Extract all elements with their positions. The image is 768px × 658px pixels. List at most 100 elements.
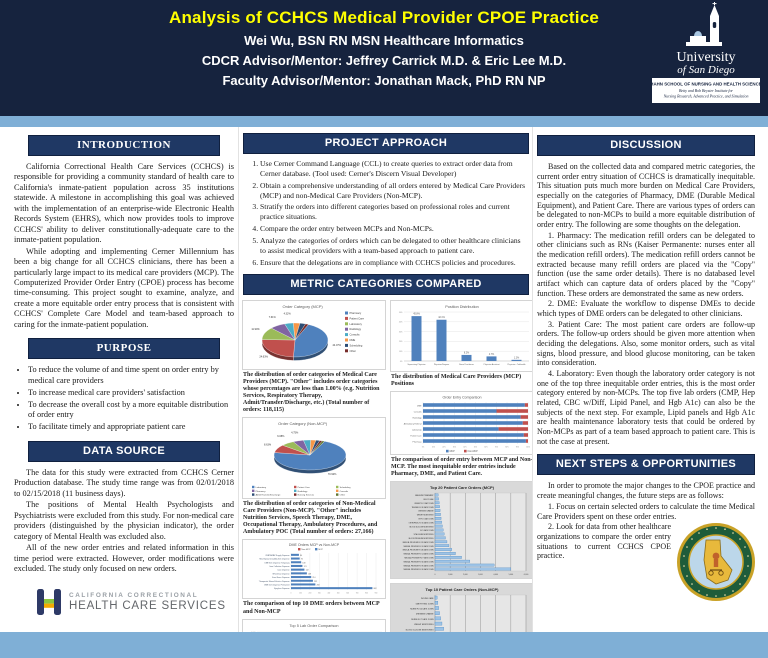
cchcs-logo-line-1: CALIFORNIA CORRECTIONAL (69, 592, 199, 600)
svg-text:Cane Dispense: Cane Dispense (277, 570, 289, 572)
svg-text:Ambulatory Referral: Ambulatory Referral (404, 422, 422, 425)
svg-text:400: 400 (327, 593, 330, 595)
introduction-paragraph-2: While adopting and implementing Cerner M… (14, 246, 234, 329)
svg-text:Laboratory: Laboratory (412, 428, 422, 431)
middle-column: PROJECT APPROACH Use Cerner Command Lang… (240, 127, 532, 632)
discussion-paragraph: Based on the collected data and compared… (537, 162, 755, 230)
svg-text:100%: 100% (526, 446, 531, 448)
svg-text:30%: 30% (399, 331, 403, 333)
usd-institute-2: Nursing Research, Advanced Practice, and… (663, 95, 749, 100)
svg-text:142: 142 (306, 570, 309, 572)
chart-order-category-mcp: Order Category (MCP) 44.07% 24.63% 11.90% 7.… (242, 299, 386, 370)
svg-text:45.8%: 45.8% (413, 313, 420, 315)
metrics-left-subcolumn: Order Category (MCP) 44.07% 24.63% 11.90% 7.… (242, 299, 386, 632)
introduction-paragraph-1: California Correctional Health Care Serv… (14, 162, 234, 245)
svg-text:Position Distribution: Position Distribution (445, 305, 479, 309)
svg-text:108: 108 (302, 563, 305, 565)
caption-dme-orders: The comparison of top 10 DME orders betw… (243, 601, 380, 615)
svg-text:MEDICAL PROVIDER FU 180 DAYS 1: MEDICAL PROVIDER FU 180 DAYS 15 MIN (403, 549, 434, 552)
svg-text:ER FU 1 DAY 15 MIN: ER FU 1 DAY 15 MIN (419, 517, 434, 520)
svg-text:CPAP/BiPAP Supply Dispense: CPAP/BiPAP Supply Dispense (265, 554, 289, 557)
column-divider-left (238, 127, 239, 632)
usd-logo: University of San Diego HAHN SCHOOL OF N… (650, 2, 762, 103)
svg-text:20%: 20% (399, 341, 403, 343)
svg-text:2,000: 2,000 (463, 574, 468, 576)
svg-text:232: 232 (314, 581, 317, 583)
svg-text:44.07%: 44.07% (332, 344, 341, 347)
right-column: DISCUSSION Based on the collected data a… (534, 127, 758, 632)
usd-wordmark-1: University (676, 50, 735, 65)
svg-text:4.75%: 4.75% (291, 432, 299, 435)
usd-church-icon (686, 2, 722, 46)
svg-text:WEIGHT MONITORING: WEIGHT MONITORING (414, 624, 434, 626)
svg-text:50%: 50% (399, 311, 403, 313)
svg-text:Scheduling: Scheduling (340, 487, 352, 489)
svg-text:Misc/Special Durability Item D: Misc/Special Durability Item Dispense (259, 558, 289, 561)
svg-text:DRESSING CHANGE: DRESSING CHANGE (416, 613, 434, 616)
svg-text:Top 5 Lab Order Comparison: Top 5 Lab Order Comparison (290, 624, 339, 628)
data-source-paragraph-2: The positions of Mental Health Psycholog… (14, 500, 234, 541)
svg-text:Wheelchair Dispense: Wheelchair Dispense (273, 574, 290, 576)
next-steps-body: In order to promote the major changes to… (534, 481, 758, 604)
section-data-source: DATA SOURCE (28, 440, 220, 462)
svg-text:MCP: MCP (450, 451, 456, 453)
svg-text:Consults: Consults (350, 332, 361, 336)
svg-text:60%: 60% (484, 446, 488, 448)
svg-text:DME Item Dispense Temporary: DME Item Dispense Temporary (265, 562, 290, 565)
svg-text:6.2%: 6.2% (464, 352, 469, 354)
svg-text:MEDICAL PROVIDER FU 30 DAYS 15: MEDICAL PROVIDER FU 30 DAYS 15 MIN (404, 568, 434, 571)
svg-text:Order Category (Non-MCP): Order Category (Non-MCP) (278, 421, 328, 426)
svg-text:200: 200 (309, 593, 312, 595)
svg-text:10%: 10% (399, 351, 403, 353)
approach-item: Ensure that the delegations are in compl… (260, 258, 526, 268)
svg-text:FU 5 DAYS 15 MIN: FU 5 DAYS 15 MIN (420, 529, 433, 532)
chart-order-entry-comparison: Order Entry Comparison 0% 10% 20% 30% 40% 50% 6… (390, 390, 532, 455)
svg-text:NEBULIZER TREATMENT: NEBULIZER TREATMENT (415, 494, 433, 497)
svg-text:Eyeglass Dispense: Eyeglass Dispense (274, 589, 289, 591)
svg-text:121: 121 (304, 566, 307, 568)
svg-text:VITAL SIGNS MONITORING: VITAL SIGNS MONITORING (414, 533, 435, 536)
svg-text:8.63%: 8.63% (264, 443, 272, 446)
svg-text:Radiology: Radiology (298, 491, 309, 493)
svg-text:Top 20 Patient Care Orders (MC: Top 20 Patient Care Orders (MCP) (430, 485, 495, 490)
chart-lab-order-comparison: Top 5 Lab Order Comparison05001,0001,500… (242, 618, 386, 632)
svg-text:Item Collection Dispense: Item Collection Dispense (270, 565, 290, 568)
svg-text:20%: 20% (442, 446, 446, 448)
svg-text:1.2%: 1.2% (514, 357, 519, 359)
svg-text:Physician - Telehealth: Physician - Telehealth (508, 363, 526, 366)
faculty-advisor-line: Faculty Advisor/Mentor: Jonathan Mack, P… (222, 73, 546, 88)
svg-text:3,000: 3,000 (478, 574, 483, 576)
caption-order-category-nonmcp: The distribution of order categories of … (243, 501, 378, 536)
svg-text:4.7%: 4.7% (489, 353, 494, 355)
svg-text:Laboratory: Laboratory (256, 486, 267, 489)
svg-text:DME: DME (417, 405, 422, 407)
cchcs-logo-line-2: HEALTH CARE SERVICES (69, 600, 226, 613)
svg-text:30%: 30% (453, 446, 457, 448)
bottom-accent-band (0, 632, 768, 658)
caption-order-category-mcp: The distribution of order categories of … (243, 371, 380, 413)
svg-text:Nursing Services: Nursing Services (298, 494, 315, 497)
project-approach-list: Use Cerner Command Language (CCL) to cre… (242, 159, 526, 268)
svg-text:Consults: Consults (414, 410, 422, 413)
svg-text:10%: 10% (432, 446, 436, 448)
svg-text:Order Entry Comparison: Order Entry Comparison (443, 395, 482, 399)
chart-dme-orders: DME Orders MCP vs Non-MCP Non-MCP MCP 0 100 2… (242, 539, 386, 600)
poster-header: Analysis of CCHCS Medical Provider CPOE … (0, 0, 768, 116)
svg-text:100: 100 (299, 593, 302, 595)
svg-text:Pharmacy: Pharmacy (412, 441, 421, 443)
cchcs-logo-text: CALIFORNIA CORRECTIONAL HEALTH CARE SERV… (69, 592, 226, 612)
svg-text:Radiology: Radiology (350, 327, 362, 331)
svg-text:6.08%: 6.08% (277, 435, 285, 438)
approach-item: Compare the order entry between MCPs and… (260, 224, 526, 234)
svg-text:600: 600 (346, 593, 349, 595)
purpose-bullet: To increase medical care providers' sati… (28, 388, 234, 399)
top-accent-band (0, 116, 768, 127)
caption-position-distribution: The distribution of Medical Care Provide… (391, 373, 522, 387)
svg-text:800: 800 (365, 593, 368, 595)
svg-text:Consults: Consults (340, 490, 349, 493)
approach-item: Analyze the categories of orders which c… (260, 236, 526, 256)
svg-text:80%: 80% (505, 446, 509, 448)
svg-text:Pharmacy: Pharmacy (256, 490, 267, 493)
cchcs-logo: CALIFORNIA CORRECTIONAL HEALTH CARE SERV… (36, 588, 238, 616)
